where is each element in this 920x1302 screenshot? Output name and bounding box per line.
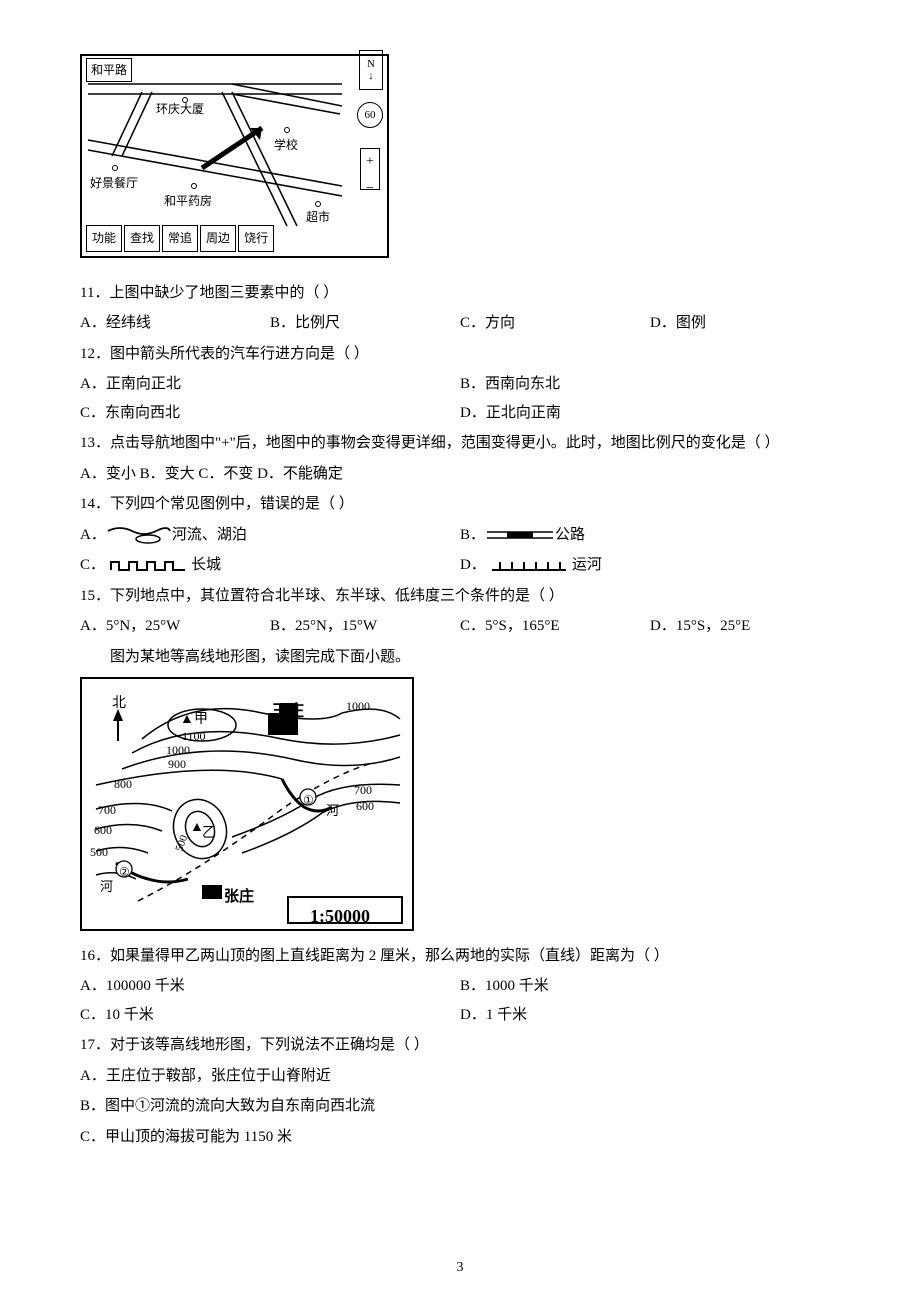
btn-luxian[interactable]: 常追: [162, 225, 198, 252]
q13-stem: 13．点击导航地图中"+"后，地图中的事物会变得更详细，范围变得更小。此时，地图…: [80, 429, 840, 458]
btn-raoxing[interactable]: 饶行: [238, 225, 274, 252]
greatwall-icon: [109, 558, 187, 572]
label-xuexiao: 学校: [274, 134, 298, 157]
label-circle1: ①: [303, 789, 314, 812]
q15-opt-c: C．5°S，165°E: [460, 612, 650, 641]
q11-options: A．经纬线 B．比例尺 C．方向 D．图例: [80, 309, 840, 338]
q12-opt-b: B．西南向东北: [460, 370, 840, 399]
label-haojing: 好景餐厅: [90, 172, 138, 195]
zoom-plus-icon[interactable]: +: [366, 149, 374, 176]
zoom-control[interactable]: + −: [360, 148, 380, 190]
q17-opt-b: B．图中①河流的流向大致为自东南向西北流: [80, 1092, 840, 1121]
canal-icon: [490, 558, 568, 572]
q12-options: A．正南向正北 B．西南向东北 C．东南向西北 D．正北向正南: [80, 370, 840, 427]
q15-opt-a: A．5°N，25°W: [80, 612, 270, 641]
q14-opt-a: A． 河流、湖泊: [80, 521, 460, 550]
q17-stem: 17．对于该等高线地形图，下列说法不正确均是（ ）: [80, 1031, 840, 1060]
label-1000a: 1000: [346, 695, 370, 718]
label-wangzhuang: 王庄: [272, 697, 304, 727]
q14-c-label: 长城: [191, 551, 221, 580]
label-600b: 600: [356, 795, 374, 818]
q11-opt-c: C．方向: [460, 309, 650, 338]
q11-opt-a: A．经纬线: [80, 309, 270, 338]
north-label-text: 北: [112, 695, 126, 711]
label-scale: 1:50000: [310, 899, 370, 933]
label-800: 800: [114, 773, 132, 796]
q14-a-prefix: A．: [80, 521, 106, 550]
label-600a: 600: [94, 819, 112, 842]
btn-chazhao[interactable]: 查找: [124, 225, 160, 252]
q14-options-row2: C． 长城 D． 运河: [80, 551, 840, 580]
figure-contour-map: 北: [80, 677, 414, 931]
page-number: 3: [0, 1255, 920, 1282]
q15-opt-d: D．15°S，25°E: [650, 612, 840, 641]
q14-opt-c: C． 长城: [80, 551, 460, 580]
label-yi: 乙: [202, 821, 216, 848]
intro-contour: 图为某地等高线地形图，读图完成下面小题。: [80, 643, 840, 672]
btn-zhoubian[interactable]: 周边: [200, 225, 236, 252]
label-hepingyaofang: 和平药房: [164, 190, 212, 213]
q15-options: A．5°N，25°W B．25°N，15°W C．5°S，165°E D．15°…: [80, 612, 840, 641]
q11-stem: 11．上图中缺少了地图三要素中的（ ）: [80, 279, 840, 308]
label-he2: 河: [100, 875, 113, 900]
q12-opt-d: D．正北向正南: [460, 399, 840, 428]
q14-d-label: 运河: [572, 551, 602, 580]
q16-opt-a: A．100000 千米: [80, 972, 460, 1001]
btn-gongneng[interactable]: 功能: [86, 225, 122, 252]
zoom-minus-icon[interactable]: −: [366, 176, 374, 203]
speed-circle: 60: [357, 102, 383, 128]
river-icon: [106, 525, 172, 545]
speed-value: 60: [365, 105, 376, 126]
q12-opt-c: C．东南向西北: [80, 399, 460, 428]
q16-opt-d: D．1 千米: [460, 1001, 840, 1030]
q11-opt-d: D．图例: [650, 309, 840, 338]
label-he1: 河: [326, 799, 339, 824]
label-500a: 500: [90, 841, 108, 864]
label-900: 900: [168, 753, 186, 776]
q12-opt-a: A．正南向正北: [80, 370, 460, 399]
q16-options: A．100000 千米 B．1000 千米 C．10 千米 D．1 千米: [80, 972, 840, 1029]
figure-nav-map: 和平路 N ↓ 环庆大厦: [80, 54, 389, 258]
q14-c-prefix: C．: [80, 551, 105, 580]
q14-options-row1: A． 河流、湖泊 B． 公路: [80, 521, 840, 550]
q16-opt-c: C．10 千米: [80, 1001, 460, 1030]
q17-opt-c: C．甲山顶的海拔可能为 1150 米: [80, 1123, 840, 1152]
q16-stem: 16．如果量得甲乙两山顶的图上直线距离为 2 厘米，那么两地的实际（直线）距离为…: [80, 942, 840, 971]
q16-opt-b: B．1000 千米: [460, 972, 840, 1001]
q14-stem: 14．下列四个常见图例中，错误的是（ ）: [80, 490, 840, 519]
label-zhangzhuang: 张庄: [224, 883, 254, 912]
q14-opt-b: B． 公路: [460, 521, 840, 550]
q11-opt-b: B．比例尺: [270, 309, 460, 338]
q17-opt-a: A．王庄位于鞍部，张庄位于山脊附近: [80, 1062, 840, 1091]
q13-options-inline: A．变小 B．变大 C．不变 D．不能确定: [80, 460, 840, 489]
q14-d-prefix: D．: [460, 551, 486, 580]
q12-stem: 12．图中箭头所代表的汽车行进方向是（ ）: [80, 340, 840, 369]
fig1-right-panel: 60 + −: [357, 102, 383, 190]
q14-b-prefix: B．: [460, 521, 485, 550]
q15-opt-b: B．25°N，15°W: [270, 612, 460, 641]
q15-stem: 15．下列地点中，其位置符合北半球、东半球、低纬度三个条件的是（ ）: [80, 582, 840, 611]
q14-opt-d: D． 运河: [460, 551, 840, 580]
label-huanqing: 环庆大厦: [156, 98, 204, 121]
exam-page: 和平路 N ↓ 环庆大厦: [0, 0, 920, 1302]
q14-a-label: 河流、湖泊: [172, 521, 247, 550]
fig1-bottom-toolbar: 功能 查找 常追 周边 饶行: [86, 225, 383, 252]
label-circle2: ②: [119, 861, 130, 884]
q14-b-label: 公路: [555, 521, 585, 550]
road-icon: [485, 529, 555, 541]
